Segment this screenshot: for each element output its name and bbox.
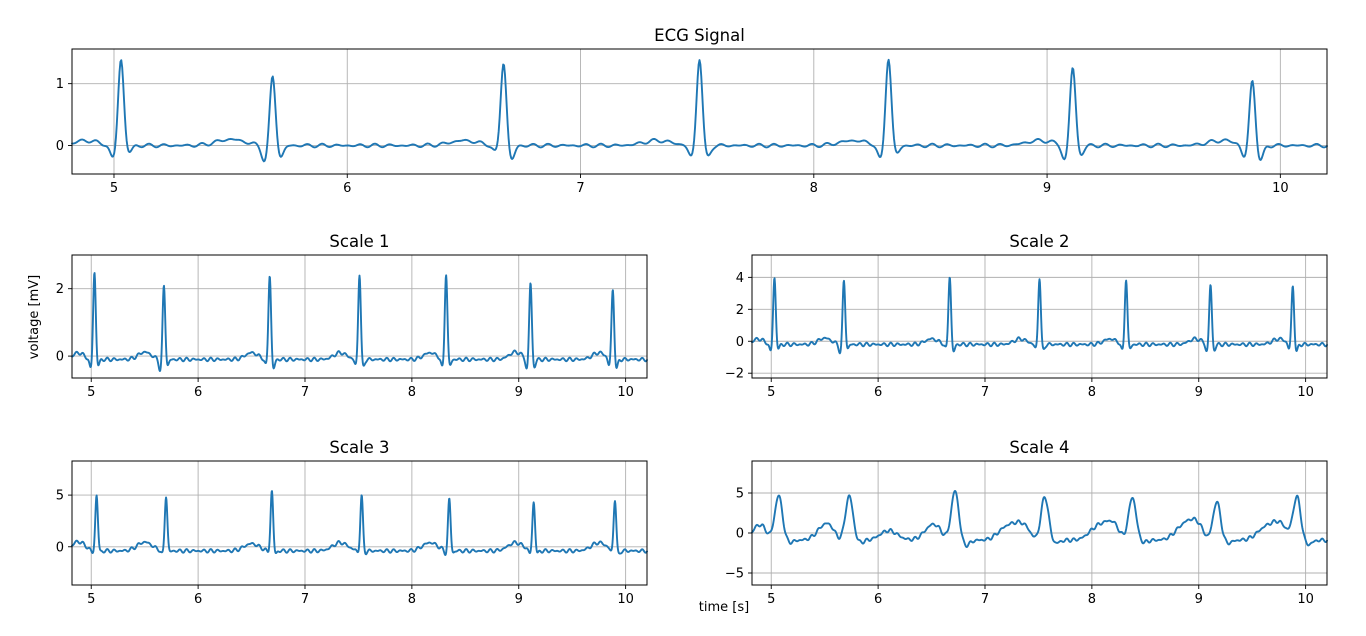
y-tick-label: 5 [736,487,744,502]
x-tick-label: 6 [194,592,202,607]
x-tick-label: 7 [301,385,309,400]
plot-frame [71,460,648,586]
chart-panel-1: ECG Signal 5 6 7 8 9 10 0 1 [56,26,1328,196]
x-tick-label: 10 [1297,592,1314,607]
x-tick-label: 9 [515,592,523,607]
x-tick-label: 5 [87,592,95,607]
chart-panel-3: Scale 2 5 6 7 8 9 10 −2 0 2 4 [725,232,1328,400]
chart-title: Scale 1 [329,232,389,251]
chart-title: Scale 2 [1009,232,1069,251]
x-tick-label: 5 [110,181,118,196]
y-tick-label: 0 [56,540,64,555]
x-tick-label: 8 [408,592,416,607]
x-tick-label: 9 [1195,385,1203,400]
x-tick-label: 8 [1088,385,1096,400]
x-tick-label: 9 [1195,592,1203,607]
chart-panel-2: Scale 1 5 6 7 8 9 10 0 2 [56,232,648,400]
y-tick-label: −2 [725,367,744,382]
plot-frame [71,254,648,379]
x-tick-label: 7 [981,592,989,607]
chart-panel-4: Scale 3 5 6 7 8 9 10 0 5 [56,438,648,607]
x-tick-label: 8 [810,181,818,196]
x-tick-label: 5 [767,385,775,400]
y-tick-label: 0 [736,335,744,350]
x-tick-label: 7 [576,181,584,196]
x-tick-label: 6 [874,385,882,400]
chart-panel-5: Scale 4 5 6 7 8 9 10 −5 0 5 [725,438,1328,607]
x-tick-label: 5 [767,592,775,607]
ecg-series-line [751,276,1328,355]
x-tick-label: 6 [194,385,202,400]
ecg-series-line [71,490,648,556]
chart-title: ECG Signal [654,26,745,45]
x-tick-label: 7 [301,592,309,607]
y-axis-label: voltage [mV] [27,275,42,359]
x-tick-label: 9 [515,385,523,400]
y-tick-label: 2 [736,303,744,318]
x-tick-label: 10 [617,592,634,607]
y-tick-label: 2 [56,282,64,297]
x-tick-label: 7 [981,385,989,400]
ecg-series-line [71,58,1328,163]
y-tick-label: 0 [56,139,64,154]
x-tick-label: 9 [1043,181,1051,196]
y-tick-label: 5 [56,489,64,504]
y-tick-label: 4 [736,271,744,286]
plot-frame [71,48,1328,175]
plot-frame [751,254,1328,379]
x-tick-label: 6 [874,592,882,607]
x-axis-label: time [s] [699,600,749,615]
x-tick-label: 10 [1297,385,1314,400]
x-tick-label: 10 [1272,181,1289,196]
ecg-series-line [751,490,1328,548]
chart-title: Scale 4 [1009,438,1069,457]
x-tick-label: 8 [408,385,416,400]
x-tick-label: 8 [1088,592,1096,607]
chart-title: Scale 3 [329,438,389,457]
x-tick-label: 5 [87,385,95,400]
y-tick-label: 0 [56,350,64,365]
x-tick-label: 6 [343,181,351,196]
y-tick-label: 1 [56,77,64,92]
y-tick-label: 0 [736,527,744,542]
plot-frame [751,460,1328,586]
x-tick-label: 10 [617,385,634,400]
y-tick-label: −5 [725,567,744,582]
ecg-series-line [71,272,648,372]
